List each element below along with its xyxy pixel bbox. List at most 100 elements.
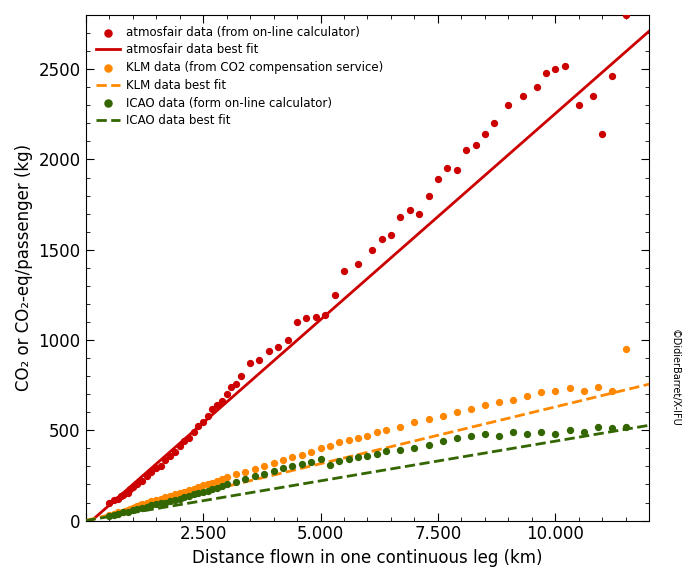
- atmosfair data (from on-line calculator): [432, 175, 443, 184]
- atmosfair data best fit: [655, 19, 663, 26]
- ICAO data (form on-line calculator): [240, 474, 251, 484]
- ICAO data best fit: [353, 471, 362, 478]
- KLM data (from CO2 compensation service): [564, 383, 575, 392]
- ICAO data (form on-line calculator): [371, 449, 382, 459]
- KLM data (from CO2 compensation service): [306, 448, 316, 457]
- KLM data (from CO2 compensation service): [325, 441, 336, 450]
- ICAO data (form on-line calculator): [621, 422, 632, 431]
- ICAO data (form on-line calculator): [606, 424, 617, 433]
- KLM data (from CO2 compensation service): [221, 473, 232, 482]
- Line: ICAO data best fit: ICAO data best fit: [86, 424, 659, 520]
- Legend: atmosfair data (from on-line calculator), atmosfair data best fit, KLM data (fro: atmosfair data (from on-line calculator)…: [91, 21, 388, 132]
- KLM data (from CO2 compensation service): [362, 431, 373, 441]
- atmosfair data (from on-line calculator): [164, 451, 175, 460]
- atmosfair data (from on-line calculator): [146, 467, 157, 477]
- atmosfair data best fit: [423, 223, 431, 230]
- atmosfair data (from on-line calculator): [245, 359, 256, 368]
- KLM data best fit: [551, 403, 560, 410]
- KLM data (from CO2 compensation service): [353, 433, 364, 442]
- KLM data (from CO2 compensation service): [296, 450, 307, 459]
- atmosfair data (from on-line calculator): [395, 212, 406, 222]
- ICAO data (form on-line calculator): [202, 486, 213, 495]
- atmosfair data (from on-line calculator): [531, 83, 542, 92]
- KLM data (from CO2 compensation service): [287, 453, 298, 462]
- ICAO data (form on-line calculator): [155, 499, 166, 508]
- Text: ©DidierBarret/X-IFU: ©DidierBarret/X-IFU: [670, 329, 680, 427]
- ICAO data (form on-line calculator): [508, 427, 519, 436]
- ICAO data (form on-line calculator): [146, 501, 157, 510]
- KLM data (from CO2 compensation service): [193, 482, 204, 492]
- ICAO data (form on-line calculator): [221, 480, 232, 489]
- atmosfair data best fit: [353, 283, 362, 290]
- KLM data (from CO2 compensation service): [123, 505, 134, 514]
- ICAO data (form on-line calculator): [306, 457, 316, 467]
- KLM data (from CO2 compensation service): [621, 345, 632, 354]
- atmosfair data (from on-line calculator): [517, 91, 528, 101]
- atmosfair data (from on-line calculator): [423, 191, 434, 200]
- atmosfair data (from on-line calculator): [132, 480, 142, 489]
- KLM data best fit: [82, 517, 90, 524]
- ICAO data (form on-line calculator): [315, 455, 326, 464]
- KLM data (from CO2 compensation service): [465, 404, 476, 413]
- atmosfair data (from on-line calculator): [301, 314, 312, 323]
- ICAO data (form on-line calculator): [193, 489, 204, 498]
- atmosfair data (from on-line calculator): [136, 476, 147, 485]
- atmosfair data (from on-line calculator): [353, 260, 364, 269]
- ICAO data (form on-line calculator): [169, 495, 180, 505]
- ICAO data (form on-line calculator): [123, 507, 134, 516]
- atmosfair data (from on-line calculator): [254, 355, 265, 364]
- ICAO data (form on-line calculator): [197, 487, 208, 496]
- KLM data (from CO2 compensation service): [160, 492, 171, 502]
- KLM data (from CO2 compensation service): [202, 479, 213, 488]
- ICAO data (form on-line calculator): [465, 431, 476, 441]
- KLM data (from CO2 compensation service): [207, 478, 218, 487]
- KLM data (from CO2 compensation service): [120, 506, 131, 515]
- ICAO data (form on-line calculator): [118, 508, 129, 517]
- KLM data (from CO2 compensation service): [522, 391, 533, 400]
- ICAO data (form on-line calculator): [362, 451, 373, 460]
- KLM data (from CO2 compensation service): [508, 395, 519, 404]
- ICAO data (form on-line calculator): [296, 459, 307, 469]
- ICAO data (form on-line calculator): [164, 496, 175, 505]
- atmosfair data best fit: [392, 250, 400, 257]
- ICAO data (form on-line calculator): [479, 430, 490, 439]
- KLM data (from CO2 compensation service): [230, 469, 241, 478]
- ICAO data (form on-line calculator): [132, 504, 142, 513]
- KLM data (from CO2 compensation service): [277, 456, 288, 465]
- ICAO data (form on-line calculator): [249, 471, 260, 481]
- atmosfair data (from on-line calculator): [597, 130, 608, 139]
- KLM data (from CO2 compensation service): [169, 489, 180, 499]
- ICAO data (form on-line calculator): [151, 500, 162, 509]
- ICAO data (form on-line calculator): [343, 455, 354, 464]
- KLM data best fit: [641, 382, 649, 389]
- atmosfair data (from on-line calculator): [442, 164, 453, 173]
- ICAO data best fit: [357, 470, 365, 477]
- atmosfair data (from on-line calculator): [103, 498, 114, 507]
- atmosfair data (from on-line calculator): [179, 436, 190, 446]
- ICAO data (form on-line calculator): [188, 489, 199, 499]
- ICAO data (form on-line calculator): [451, 433, 462, 442]
- KLM data (from CO2 compensation service): [268, 458, 279, 467]
- atmosfair data (from on-line calculator): [184, 433, 195, 442]
- atmosfair data (from on-line calculator): [174, 441, 185, 450]
- ICAO data (form on-line calculator): [136, 503, 147, 513]
- ICAO data (form on-line calculator): [184, 492, 195, 501]
- KLM data (from CO2 compensation service): [249, 464, 260, 474]
- ICAO data (form on-line calculator): [522, 430, 533, 439]
- KLM data (from CO2 compensation service): [113, 508, 124, 517]
- KLM data (from CO2 compensation service): [606, 386, 617, 395]
- atmosfair data (from on-line calculator): [329, 290, 340, 300]
- KLM data (from CO2 compensation service): [127, 503, 138, 513]
- KLM data best fit: [353, 451, 362, 458]
- KLM data (from CO2 compensation service): [197, 481, 208, 490]
- atmosfair data (from on-line calculator): [461, 146, 472, 155]
- atmosfair data (from on-line calculator): [115, 492, 126, 501]
- ICAO data best fit: [392, 464, 400, 471]
- atmosfair data (from on-line calculator): [197, 417, 208, 427]
- atmosfair data (from on-line calculator): [235, 371, 246, 381]
- ICAO data (form on-line calculator): [230, 477, 241, 487]
- atmosfair data (from on-line calculator): [573, 101, 584, 110]
- ICAO data (form on-line calculator): [395, 445, 406, 455]
- ICAO data (form on-line calculator): [334, 456, 345, 466]
- atmosfair data (from on-line calculator): [470, 140, 481, 150]
